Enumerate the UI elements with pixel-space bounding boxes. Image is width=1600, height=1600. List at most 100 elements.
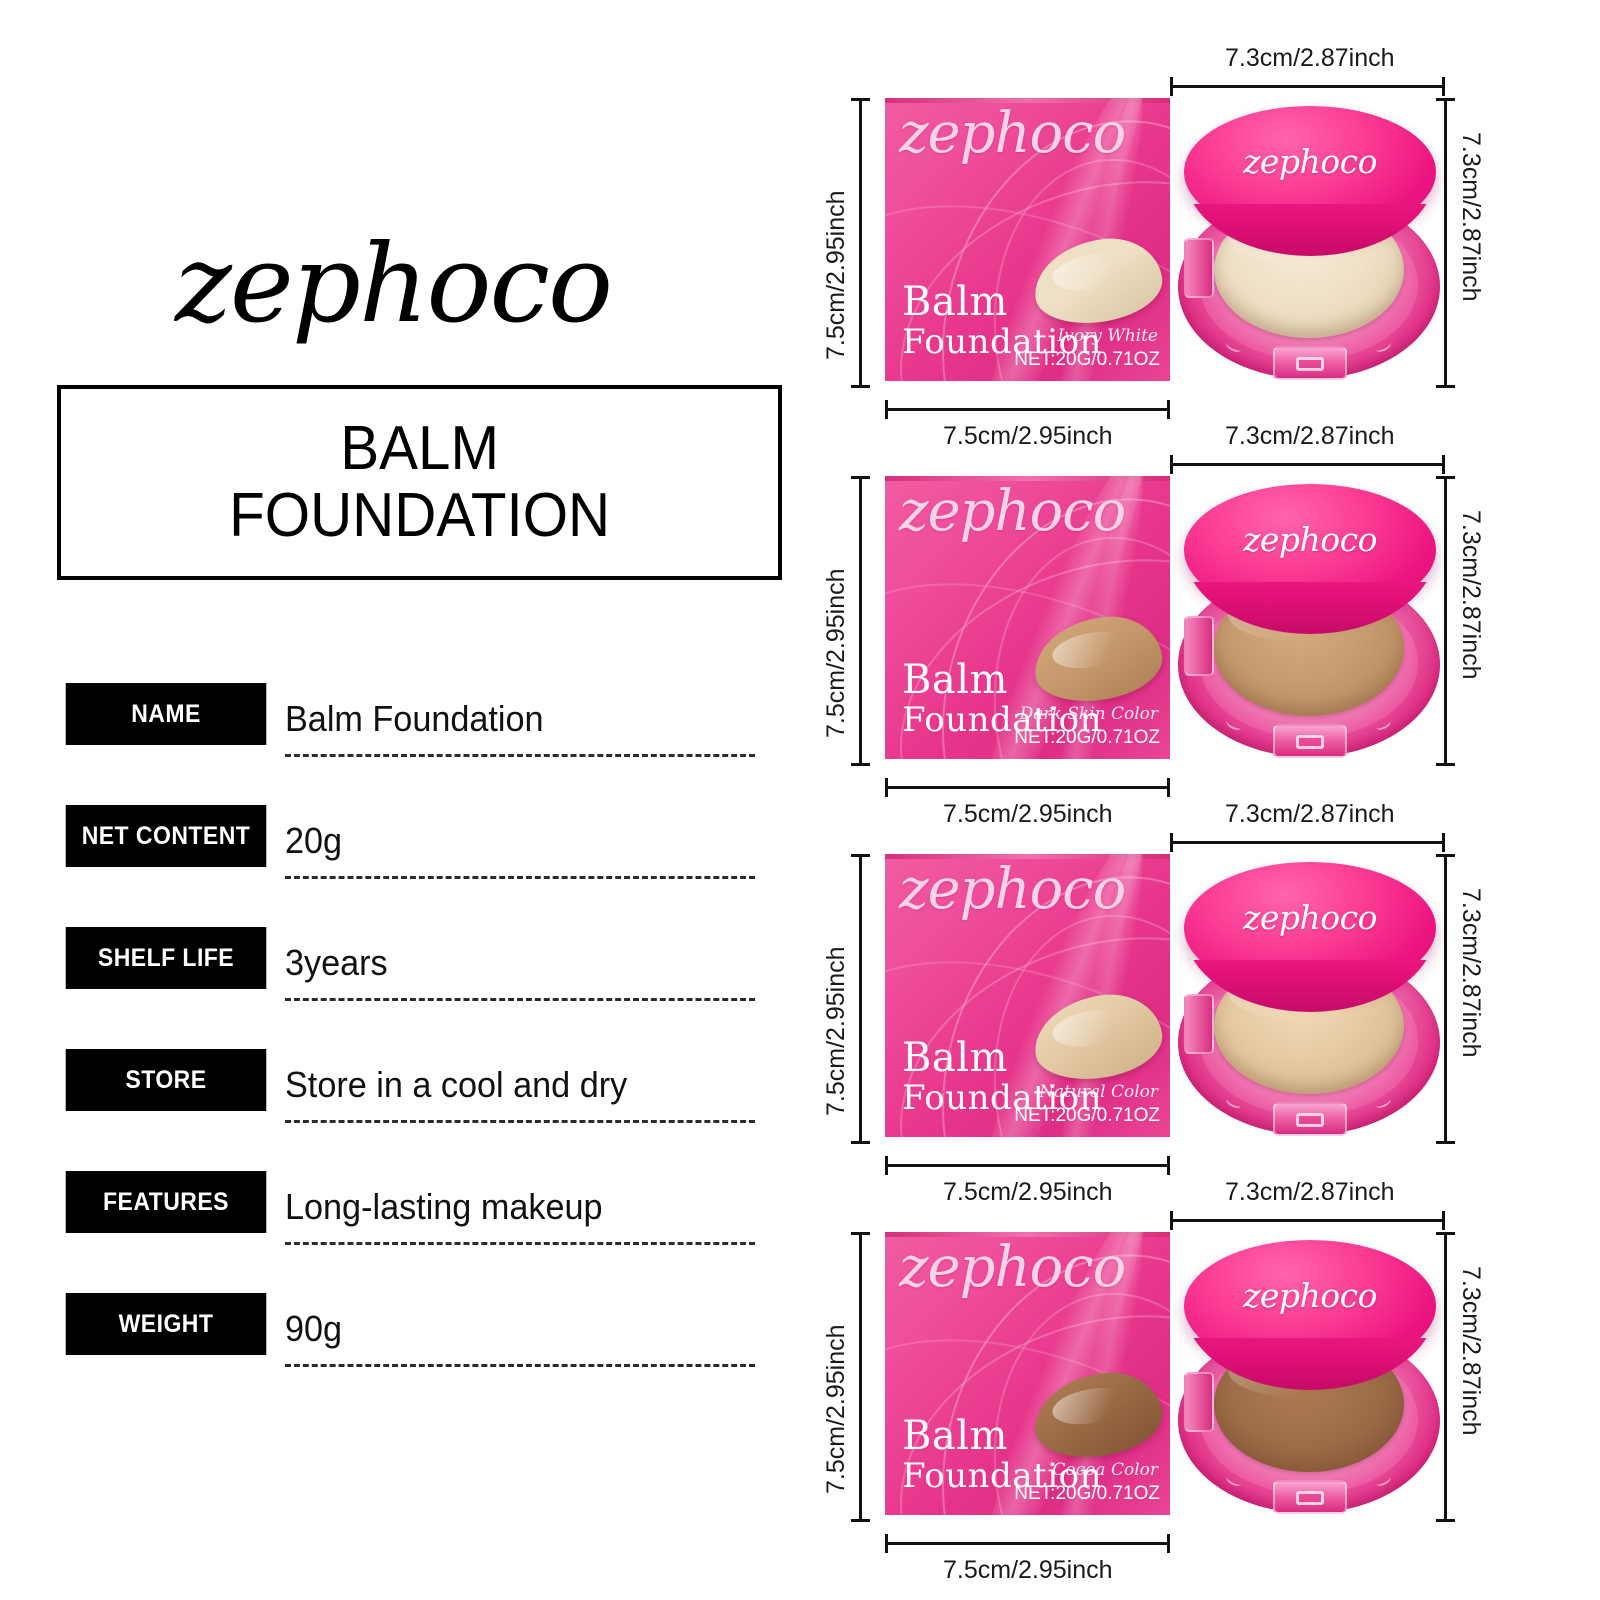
compact-hinge [1184, 994, 1214, 1054]
product-compact: zephoco [1170, 476, 1448, 766]
spec-row-net-content: NET CONTENT 20g [0, 805, 800, 927]
carton-top-edge [885, 854, 1170, 859]
spec-value-field: Long-lasting makeup [285, 1171, 755, 1245]
dim-label-carton-height: 7.5cm/2.95inch [822, 1324, 850, 1494]
dim-line-carton-width [885, 400, 1170, 419]
carton-top-edge [885, 98, 1170, 103]
product-carton: zephoco Dark Skin Color NET:20G/0.71OZ B… [885, 476, 1170, 759]
product-carton: zephoco Natural Color NET:20G/0.71OZ Bal… [885, 854, 1170, 1137]
spec-label: NAME [65, 683, 267, 745]
dim-label-compact-height: 7.3cm/2.87inch [1457, 1266, 1485, 1436]
dim-line-compact-width [1170, 455, 1445, 474]
carton-shade-name: Dark Skin Color [1019, 704, 1158, 724]
spec-row-weight: WEIGHT 90g [0, 1293, 800, 1415]
carton-top-edge [885, 1232, 1170, 1237]
dim-line-compact-width [1170, 1211, 1445, 1230]
carton-brand-logo: zephoco [899, 1235, 1126, 1300]
carton-top-edge [885, 476, 1170, 481]
dim-line-compact-height [1436, 98, 1455, 388]
dim-line-carton-height [851, 98, 870, 388]
carton-product-name: Balm Foundation [902, 282, 1102, 359]
compact-lid-brand-logo: zephoco [1242, 1276, 1378, 1315]
dim-line-carton-width [885, 778, 1170, 797]
dim-label-carton-width: 7.5cm/2.95inch [943, 1178, 1113, 1206]
spec-value-field: Store in a cool and dry [285, 1049, 755, 1123]
carton-net-weight: NET:20G/0.71OZ [1014, 1105, 1160, 1126]
spec-value: Store in a cool and dry [285, 1063, 628, 1105]
spec-value: 3years [285, 941, 388, 983]
product-compact: zephoco [1170, 98, 1448, 388]
carton-net-weight: NET:20G/0.71OZ [1014, 727, 1160, 748]
carton-product-name: Balm Foundation [902, 1038, 1102, 1115]
dim-line-compact-height [1436, 854, 1455, 1144]
carton-net-weight: NET:20G/0.71OZ [1014, 1483, 1160, 1504]
spec-label: FEATURES [65, 1171, 267, 1233]
dim-label-compact-width: 7.3cm/2.87inch [1225, 422, 1395, 450]
compact-clasp-latch [1296, 357, 1324, 371]
spec-row-shelf-life: SHELF LIFE 3years [0, 927, 800, 1049]
dim-label-compact-height: 7.3cm/2.87inch [1457, 132, 1485, 302]
product-row-ivory-white: 7.3cm/2.87inch 7.5cm/2.95inch 7.3cm/2.87… [800, 40, 1600, 450]
dim-label-compact-height: 7.3cm/2.87inch [1457, 888, 1485, 1058]
dim-line-carton-height [851, 854, 870, 1144]
product-row-natural: 7.3cm/2.87inch 7.5cm/2.95inch 7.3cm/2.87… [800, 796, 1600, 1206]
spec-value-field: 90g [285, 1293, 755, 1367]
spec-value: 20g [285, 819, 343, 861]
product-row-cocoa: 7.3cm/2.87inch 7.5cm/2.95inch 7.3cm/2.87… [800, 1174, 1600, 1584]
product-title-box: BALM FOUNDATION [57, 385, 782, 580]
spec-label: SHELF LIFE [65, 927, 267, 989]
spec-label: STORE [65, 1049, 267, 1111]
compact-hinge [1184, 1372, 1214, 1432]
compact-hinge [1184, 238, 1214, 298]
dim-line-carton-width [885, 1156, 1170, 1175]
dim-label-carton-height: 7.5cm/2.95inch [822, 190, 850, 360]
brand-logo: zephoco [175, 222, 613, 347]
compact-clasp-latch [1296, 1113, 1324, 1127]
carton-name-line2: Foundation [902, 700, 1102, 740]
product-carton: zephoco Cocoa Color NET:20G/0.71OZ Balm … [885, 1232, 1170, 1515]
product-gallery: 7.3cm/2.87inch 7.5cm/2.95inch 7.3cm/2.87… [800, 0, 1600, 1600]
spec-label: NET CONTENT [65, 805, 267, 867]
spec-value-field: 3years [285, 927, 755, 1001]
compact-clasp-latch [1296, 735, 1324, 749]
carton-name-line2: Foundation [902, 1456, 1102, 1496]
spec-value-field: 20g [285, 805, 755, 879]
dim-label-carton-height: 7.5cm/2.95inch [822, 568, 850, 738]
page-title: BALM FOUNDATION [229, 413, 610, 550]
product-row-dark-skin: 7.3cm/2.87inch 7.5cm/2.95inch 7.3cm/2.87… [800, 418, 1600, 828]
product-compact: zephoco [1170, 854, 1448, 1144]
spec-table: NAME Balm Foundation NET CONTENT 20g SHE… [0, 683, 800, 1415]
dim-line-compact-width [1170, 833, 1445, 852]
dim-label-compact-width: 7.3cm/2.87inch [1225, 800, 1395, 828]
carton-product-name: Balm Foundation [902, 660, 1102, 737]
spec-value: Long-lasting makeup [285, 1185, 603, 1227]
compact-hinge [1184, 616, 1214, 676]
spec-value: Balm Foundation [285, 697, 544, 739]
carton-name-line2: Foundation [902, 1078, 1102, 1118]
dim-line-carton-height [851, 476, 870, 766]
dim-line-carton-width [885, 1534, 1170, 1553]
dim-label-compact-height: 7.3cm/2.87inch [1457, 510, 1485, 680]
info-panel: zephoco BALM FOUNDATION NAME Balm Founda… [0, 222, 800, 1415]
carton-name-line1: Balm [902, 279, 1008, 325]
carton-name-line1: Balm [902, 657, 1008, 703]
dim-line-compact-height [1436, 476, 1455, 766]
dim-label-compact-width: 7.3cm/2.87inch [1225, 44, 1395, 72]
carton-brand-logo: zephoco [899, 101, 1126, 166]
dim-label-carton-width: 7.5cm/2.95inch [943, 800, 1113, 828]
compact-clasp-latch [1296, 1491, 1324, 1505]
dim-label-carton-width: 7.5cm/2.95inch [943, 422, 1113, 450]
spec-value-field: Balm Foundation [285, 683, 755, 757]
spec-value: 90g [285, 1307, 343, 1349]
compact-lid-brand-logo: zephoco [1242, 142, 1378, 181]
carton-brand-logo: zephoco [899, 857, 1126, 922]
dim-line-compact-height [1436, 1232, 1455, 1522]
carton-name-line2: Foundation [902, 322, 1102, 362]
compact-lid-brand-logo: zephoco [1242, 520, 1378, 559]
carton-brand-logo: zephoco [899, 479, 1126, 544]
spec-row-name: NAME Balm Foundation [0, 683, 800, 805]
dim-line-compact-width [1170, 77, 1445, 96]
spec-row-features: FEATURES Long-lasting makeup [0, 1171, 800, 1293]
carton-name-line1: Balm [902, 1413, 1008, 1459]
